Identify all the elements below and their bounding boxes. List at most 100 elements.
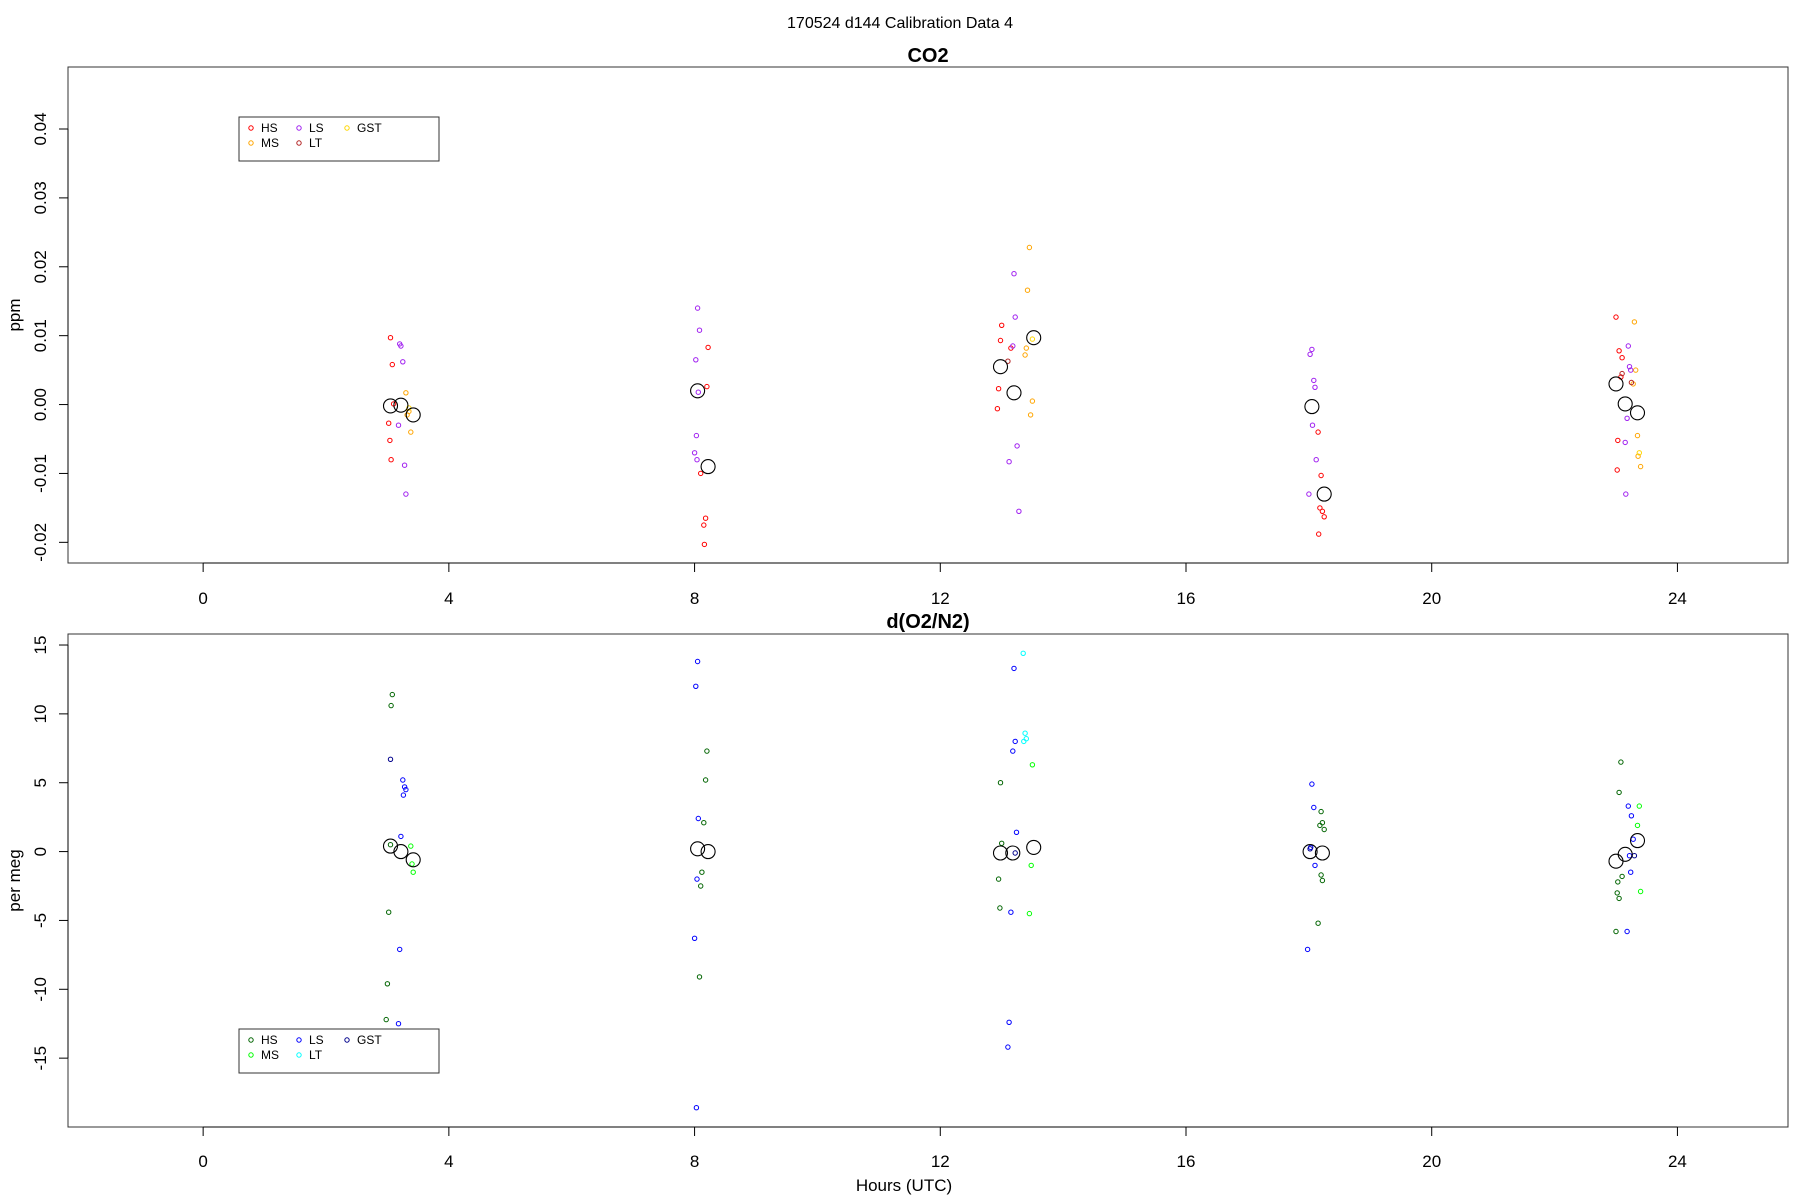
data-point bbox=[691, 935, 698, 941]
data-point bbox=[1309, 781, 1315, 787]
data-point bbox=[408, 429, 414, 435]
data-point bbox=[383, 1016, 389, 1023]
data-point bbox=[1304, 946, 1311, 953]
data-point bbox=[1011, 271, 1017, 277]
data-point bbox=[995, 876, 1002, 882]
legend-marker bbox=[248, 140, 254, 146]
data-point bbox=[386, 909, 392, 915]
data-point bbox=[1022, 730, 1028, 736]
data-point bbox=[704, 383, 710, 390]
y-tick-label: 0.02 bbox=[31, 250, 50, 283]
legend-label: HS bbox=[261, 1033, 278, 1047]
data-point bbox=[409, 861, 415, 867]
data-point bbox=[1321, 826, 1327, 833]
mean-marker bbox=[1608, 376, 1624, 392]
legend-label: GST bbox=[357, 1033, 382, 1047]
mean-marker bbox=[393, 397, 409, 413]
data-point bbox=[694, 876, 700, 882]
data-point bbox=[1319, 877, 1326, 884]
data-point bbox=[995, 386, 1002, 392]
data-point bbox=[401, 784, 408, 790]
data-point bbox=[1020, 650, 1026, 656]
data-point bbox=[387, 437, 393, 444]
data-point bbox=[1616, 789, 1622, 796]
data-point bbox=[1317, 822, 1323, 829]
mean-marker bbox=[382, 838, 399, 854]
data-point bbox=[1008, 909, 1014, 915]
data-point bbox=[395, 1021, 402, 1027]
data-point bbox=[1625, 803, 1632, 809]
panel-title: CO2 bbox=[907, 45, 948, 67]
data-point bbox=[1311, 804, 1317, 811]
data-point bbox=[400, 777, 406, 783]
data-point bbox=[999, 322, 1005, 328]
data-point bbox=[694, 658, 701, 665]
x-tick-label: 16 bbox=[1177, 1152, 1196, 1171]
data-point bbox=[398, 343, 404, 349]
data-point bbox=[1013, 829, 1020, 835]
mean-marker bbox=[1314, 845, 1330, 861]
data-point bbox=[388, 457, 394, 463]
data-point bbox=[1312, 862, 1318, 869]
legend-marker bbox=[296, 1052, 302, 1058]
x-tick-label: 12 bbox=[931, 1152, 950, 1171]
data-point bbox=[1024, 287, 1031, 293]
y-tick-label: 5 bbox=[31, 778, 50, 787]
data-point bbox=[701, 522, 707, 528]
data-point bbox=[398, 833, 404, 840]
co2-panel: CO2 0 4 8 12 16 20 24 -0.02 -0.01 0.00 0.01 0.02 0.03… bbox=[5, 45, 1789, 608]
x-tick-label: 24 bbox=[1668, 1152, 1687, 1171]
x-tick-label: 0 bbox=[198, 1152, 207, 1171]
legend-marker bbox=[296, 140, 302, 146]
data-point bbox=[1615, 437, 1621, 444]
mean-marker bbox=[992, 359, 1009, 375]
y-axis-label: per meg bbox=[5, 849, 24, 911]
legend-marker bbox=[248, 1037, 254, 1043]
legend-marker bbox=[344, 125, 350, 131]
y-tick-label: 10 bbox=[31, 704, 50, 723]
data-point bbox=[1022, 352, 1028, 358]
data-point bbox=[693, 1105, 700, 1111]
data-point bbox=[1317, 505, 1323, 511]
mean-marker bbox=[405, 852, 421, 868]
data-point bbox=[1613, 928, 1619, 935]
data-point bbox=[1614, 467, 1620, 473]
x-axis-label: Hours (UTC) bbox=[856, 1176, 952, 1195]
mean-marker bbox=[382, 398, 399, 414]
data-point bbox=[1626, 364, 1633, 370]
data-point bbox=[698, 883, 704, 889]
data-point bbox=[1635, 453, 1641, 459]
data-point bbox=[1307, 846, 1313, 852]
data-point bbox=[1028, 862, 1034, 869]
legend-marker bbox=[344, 1037, 350, 1043]
data-point bbox=[1023, 345, 1030, 351]
data-point bbox=[1637, 463, 1644, 470]
data-point bbox=[694, 305, 701, 311]
data-point bbox=[1012, 314, 1018, 320]
data-point bbox=[1628, 379, 1635, 386]
data-point bbox=[997, 905, 1003, 911]
data-point bbox=[1016, 508, 1022, 514]
data-point bbox=[1313, 457, 1319, 463]
data-point bbox=[403, 390, 409, 396]
data-point bbox=[400, 792, 407, 798]
data-point bbox=[1309, 422, 1316, 428]
data-point bbox=[1005, 1044, 1011, 1050]
mean-marker bbox=[1629, 405, 1646, 421]
y-tick-label: 0.04 bbox=[31, 112, 50, 145]
data-point bbox=[1026, 910, 1033, 917]
mean-marker bbox=[1629, 833, 1646, 849]
data-point bbox=[1318, 472, 1324, 479]
mean-marker bbox=[405, 407, 421, 423]
legend-marker bbox=[248, 125, 254, 131]
mean-marker bbox=[1608, 853, 1624, 869]
data-point bbox=[701, 541, 708, 548]
y-tick-label: -0.01 bbox=[31, 454, 50, 493]
data-point bbox=[1010, 748, 1016, 754]
data-point bbox=[693, 683, 699, 689]
legend-marker bbox=[296, 1037, 302, 1043]
mean-marker bbox=[1316, 486, 1332, 502]
data-point bbox=[1619, 355, 1625, 361]
